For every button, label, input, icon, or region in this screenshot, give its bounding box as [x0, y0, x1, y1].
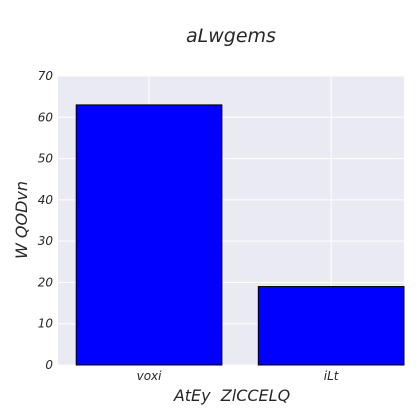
x-tick-labels: voxi iLt [137, 369, 340, 383]
x-axis-label: AtEy ZlCCELQ [173, 386, 290, 405]
y-tick-label: 30 [38, 234, 54, 248]
y-tick-label: 40 [38, 193, 54, 207]
y-tick-label: 60 [38, 110, 54, 124]
bar-voxi [75, 104, 223, 366]
x-tick-label: voxi [137, 369, 163, 383]
y-tick-label: 50 [38, 152, 54, 166]
y-tick-label: 10 [38, 317, 54, 331]
bar-iLt [257, 286, 405, 366]
chart-title: aLwgems [186, 25, 276, 47]
y-tick-label: 20 [38, 275, 54, 289]
y-tick-label: 70 [38, 69, 54, 83]
y-tick-labels: 0 10 20 30 40 50 60 70 [38, 69, 54, 372]
y-axis-label: W QODvn [12, 181, 31, 259]
x-tick-label: iLt [324, 369, 340, 383]
y-tick-label: 0 [45, 358, 53, 372]
bars [75, 104, 405, 366]
